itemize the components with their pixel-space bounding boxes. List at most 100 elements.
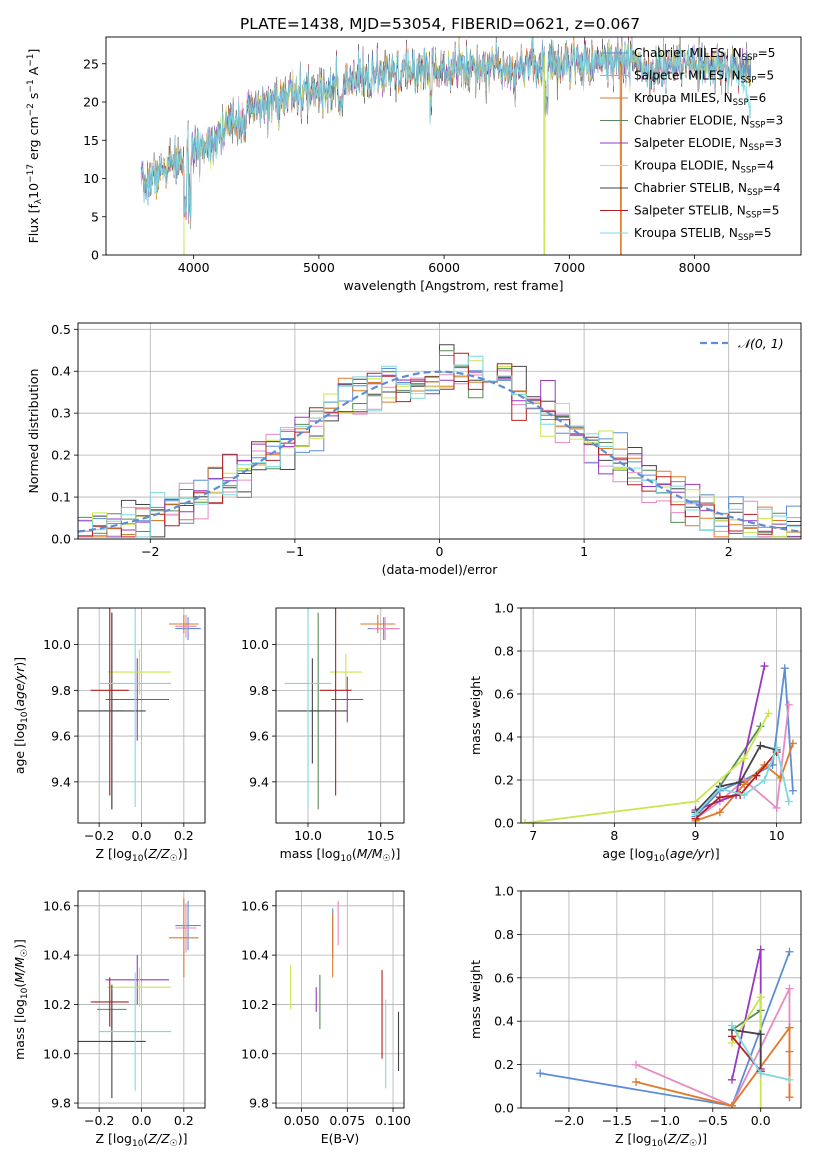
y-tick-label: 0.6 [494,970,514,985]
plot-area [290,900,400,1089]
gaussian-reference-curve [78,370,801,533]
y-tick-label: 0.5 [51,322,71,337]
plot-area [277,608,400,810]
axes-frame [77,322,802,540]
x-tick-label: 8 [610,828,618,843]
x-axis-label: age [log10(age/yr)] [602,846,719,864]
legend-label-3: Chabrier ELODIE, NSSP=3 [634,114,783,131]
weight-marker-5 [521,819,530,823]
y-tick-label: 9.8 [249,683,269,698]
weight-marker-1 [632,1060,641,1069]
y-tick-label: 0.2 [51,448,71,463]
x-tick-label: 0.2 [174,1113,194,1128]
y-tick-label: 1.0 [494,601,514,616]
weight-marker-2 [740,780,749,789]
weight-marker-5 [691,797,700,806]
x-tick-label: 8000 [679,260,711,275]
x-tick-label: 7000 [553,260,585,275]
y-tick-label: 0.0 [494,1101,514,1116]
x-tick-label: 1 [580,544,588,559]
x-axis-label: Z [log10(Z/Z☉)] [615,1131,707,1149]
weight-marker-2 [727,1101,736,1108]
y-tick-label: 10 [83,171,99,186]
y-tick-label: 10.4 [241,948,269,963]
x-tick-label: 0.0 [751,1113,771,1128]
y-tick-label: 0.4 [51,364,71,379]
x-axis-label: Z [log10(Z/Z☉)] [95,846,187,864]
y-tick-label: 0.4 [494,730,514,745]
y-tick-label: 10.2 [241,997,269,1012]
y-axis-label: Flux [fλ10−17 erg cm−2 s−1 A−1] [26,49,44,244]
y-tick-label: 10.2 [43,997,71,1012]
y-tick-label: 9.6 [249,729,269,744]
x-tick-label: 10.0 [294,828,322,843]
weight-marker-8 [727,1021,736,1030]
y-tick-label: 10.0 [43,637,71,652]
x-tick-label: −2 [141,544,159,559]
spectrum-panel: 4000 5000 6000 7000 8000 0 5 10 15 20 25 wavelength… [26,36,802,293]
legend-label-5: Kroupa ELODIE, NSSP=4 [634,159,774,176]
axes-frame [275,890,405,1109]
y-axis-label: age [log10(age/yr)] [12,657,30,774]
y-tick-label: 10.4 [43,948,71,963]
plot-area [521,662,797,823]
y-tick-label: 0.3 [51,406,71,421]
x-tick-label: 0.075 [329,1113,365,1128]
weight-marker-5 [756,993,765,1002]
legend-label-7: Salpeter STELIB, NSSP=5 [634,204,779,221]
legend-label-gaussian: 𝒩(0, 1) [738,336,784,351]
x-tick-label: 7 [529,828,537,843]
x-tick-label: 6000 [428,260,460,275]
weight-marker-2 [788,739,797,748]
weight-marker-0 [788,786,797,795]
massweight-vs-age-panel: 7 8 9 10 0.0 0.2 0.4 0.6 0.8 1.0 age [log10(age/yr… [468,601,802,864]
x-tick-label: −2.0 [554,1113,584,1128]
weight-marker-2 [632,1077,641,1086]
histogram-series-8 [78,355,801,539]
plot-area [78,898,201,1099]
y-tick-label: 10.0 [241,1046,269,1061]
weight-marker-8 [740,791,749,800]
y-tick-label: 15 [83,133,99,148]
x-tick-label: −0.2 [84,828,114,843]
y-tick-label: 10.0 [43,1046,71,1061]
y-tick-label: 0.0 [51,532,71,547]
x-axis-label: mass [log10(M/M☉)] [280,846,401,864]
x-tick-label: 5000 [303,260,335,275]
weight-marker-5 [740,754,749,763]
weight-marker-8 [715,784,724,793]
weight-marker-8 [785,1075,794,1084]
x-tick-label: 0.0 [132,828,152,843]
y-tick-label: 9.4 [249,774,269,789]
massweight-vs-metallicity-panel: −2.0 −1.5 −1.0 −0.5 0.0 0.0 0.2 0.4 0.6 0.8 1.0 Z [… [468,884,802,1149]
y-tick-label: 10.6 [43,898,71,913]
x-tick-label: −1.5 [602,1113,632,1128]
y-tick-label: 0.6 [494,687,514,702]
y-axis-label: mass weight [468,960,483,1039]
weight-line-8 [694,744,790,816]
weight-marker-2 [785,1093,794,1102]
x-tick-label: −1 [286,544,304,559]
weight-marker-1 [784,700,793,709]
y-tick-label: 9.4 [51,774,71,789]
age-vs-metallicity-panel: −0.2 0.0 0.2 9.4 9.6 9.8 10.0 Z [log10(Z/Z☉)] ag… [12,607,206,864]
age-vs-mass-panel: 10.0 10.5 9.4 9.6 9.8 10.0 mass [log10(M/M☉)] [241,607,405,864]
y-tick-label: 0.2 [494,773,514,788]
weight-marker-0 [785,947,794,956]
weight-marker-5 [756,1104,765,1108]
axes-frame [105,36,802,256]
weight-marker-8 [691,810,700,819]
y-tick-label: 9.8 [51,1096,71,1111]
legend-label-4: Salpeter ELODIE, NSSP=3 [634,136,782,153]
mass-vs-ebv-panel: 0.050 0.075 0.100 9.8 10.0 10.2 10.4 10.6 E(B-V) [241,890,411,1146]
weight-marker-8 [756,1069,765,1078]
y-tick-label: 25 [83,56,99,71]
y-tick-label: 0 [91,248,99,263]
legend-label-8: Kroupa STELIB, NSSP=5 [634,226,772,243]
x-tick-label: −0.2 [84,1113,114,1128]
axes-frame [520,607,802,824]
y-tick-label: 10.6 [241,898,269,913]
legend-label-0: Chabrier MILES, NSSP=5 [634,46,775,63]
weight-marker-1 [785,984,794,993]
